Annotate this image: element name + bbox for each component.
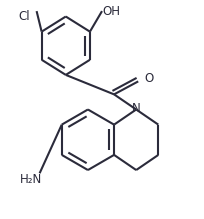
Text: Cl: Cl	[19, 10, 30, 23]
Text: O: O	[145, 72, 154, 85]
Text: N: N	[132, 102, 141, 115]
Text: OH: OH	[102, 5, 120, 18]
Text: H₂N: H₂N	[19, 173, 42, 186]
